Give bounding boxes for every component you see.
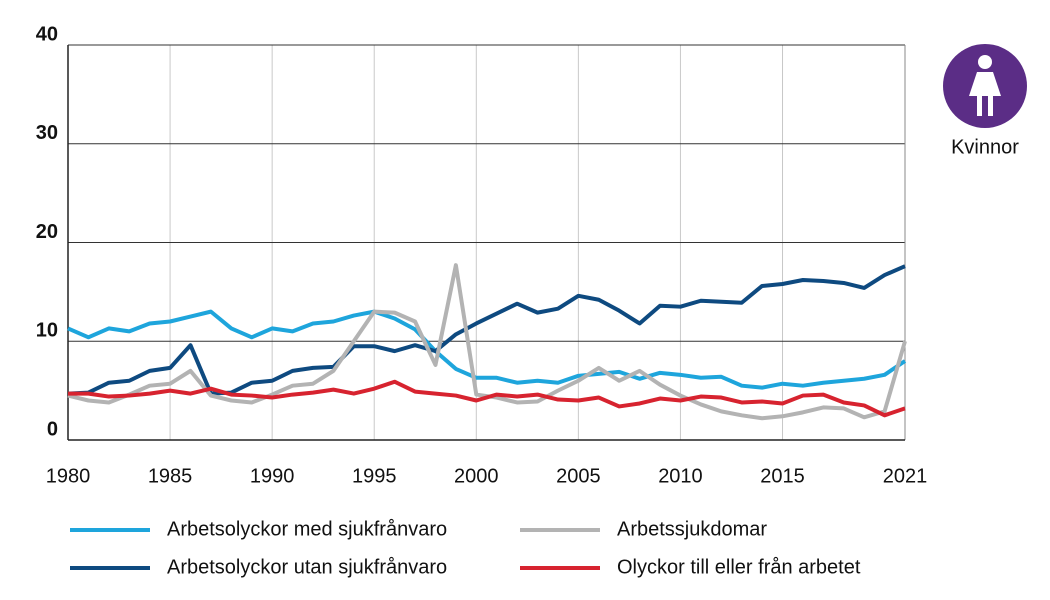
x-tick-label: 2005 bbox=[556, 465, 601, 487]
y-tick-label: 40 bbox=[36, 23, 58, 45]
y-tick-label: 30 bbox=[36, 122, 58, 144]
series-line bbox=[67, 264, 906, 396]
x-tick-label: 2010 bbox=[658, 465, 703, 487]
legend-label: Arbetssjukdomar bbox=[617, 518, 767, 540]
legend-label: Arbetsolyckor utan sjukfrånvaro bbox=[167, 556, 447, 578]
x-tick-label: 1995 bbox=[352, 465, 397, 487]
y-tick-label: 20 bbox=[36, 221, 58, 243]
legend-label: Olyckor till eller från arbetet bbox=[617, 556, 861, 578]
badge-label: Kvinnor bbox=[951, 136, 1019, 158]
series-line bbox=[68, 379, 906, 418]
x-tick-label: 2015 bbox=[760, 465, 805, 487]
x-tick-label: 2021 bbox=[883, 465, 928, 487]
legend-label: Arbetsolyckor med sjukfrånvaro bbox=[167, 518, 447, 540]
x-tick-label: 1980 bbox=[46, 465, 91, 487]
x-tick-label: 2000 bbox=[454, 465, 499, 487]
x-tick-label: 1990 bbox=[250, 465, 295, 487]
series-line bbox=[67, 309, 907, 390]
badge-icon bbox=[943, 44, 1027, 128]
y-tick-label: 0 bbox=[47, 418, 58, 440]
y-tick-label: 10 bbox=[36, 320, 58, 342]
x-tick-label: 1985 bbox=[148, 465, 193, 487]
